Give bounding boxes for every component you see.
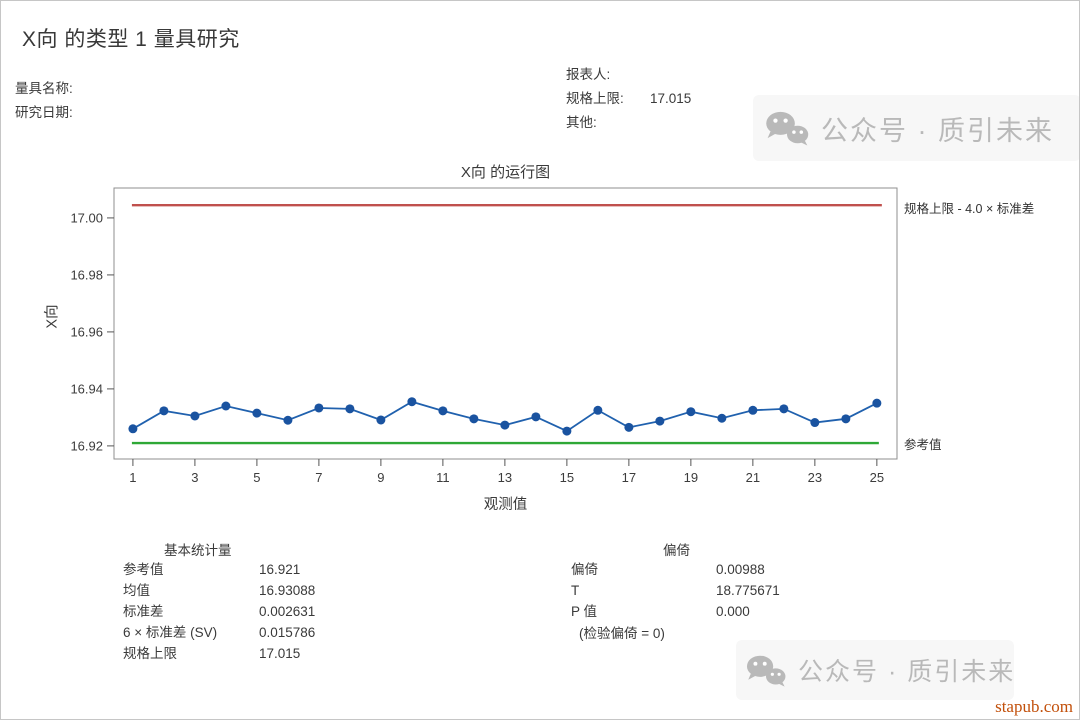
plot-frame xyxy=(113,187,898,460)
stats-row: P 值 0.000 xyxy=(571,601,780,622)
data-point xyxy=(686,407,696,417)
chart-title: X向 的运行图 xyxy=(460,164,551,181)
data-point xyxy=(376,415,386,425)
basic-stats-title: 基本统计量 xyxy=(164,543,232,558)
data-point xyxy=(500,420,510,430)
basic-stats-table: 参考值 16.921 均值 16.93088 标准差 0.002631 6 × 标准差 (S… xyxy=(123,559,315,664)
stat-value: 0.000 xyxy=(716,604,750,619)
x-tick-label: 5 xyxy=(253,470,260,485)
y-tick-label: 17.00 xyxy=(70,210,103,225)
stat-value: 17.015 xyxy=(259,646,301,661)
wechat-icon xyxy=(746,655,786,687)
x-tick-label: 17 xyxy=(622,470,636,485)
stats-row: 6 × 标准差 (SV) 0.015786 xyxy=(123,622,315,643)
stats-row: 规格上限 17.015 xyxy=(123,643,315,664)
data-point xyxy=(252,408,262,418)
x-tick-label: 21 xyxy=(746,470,760,485)
stat-value: 0.015786 xyxy=(259,625,316,640)
data-point xyxy=(314,403,324,413)
bias-test-note: (检验偏倚 = 0) xyxy=(579,626,665,641)
data-point xyxy=(438,406,448,416)
stats-row: T 18.775671 xyxy=(571,580,780,601)
bias-stats-title: 偏倚 xyxy=(663,543,690,558)
stat-value: 16.921 xyxy=(259,562,301,577)
data-point xyxy=(841,414,851,424)
usl-value: 17.015 xyxy=(650,91,692,106)
data-point xyxy=(748,405,758,415)
data-point xyxy=(624,422,634,432)
stat-value: 18.775671 xyxy=(716,583,780,598)
y-tick-label: 16.96 xyxy=(70,324,103,339)
other-label: 其他: xyxy=(566,115,597,130)
x-tick-label: 23 xyxy=(808,470,822,485)
watermark-text: 公众号 · 质引未来 xyxy=(821,115,1054,146)
stat-value: 0.002631 xyxy=(259,604,316,619)
data-point xyxy=(562,426,572,436)
x-tick-label: 1 xyxy=(129,470,136,485)
data-point xyxy=(531,412,541,422)
data-point xyxy=(810,418,820,428)
stats-row: 参考值 16.921 xyxy=(123,559,315,580)
data-point xyxy=(407,397,417,407)
data-point xyxy=(779,404,789,414)
data-point xyxy=(469,414,479,424)
data-point xyxy=(283,415,293,425)
watermark-top: 公众号 · 质引未来 xyxy=(753,95,1079,161)
stat-label: 标准差 xyxy=(123,604,164,619)
stat-label: 均值 xyxy=(123,583,150,598)
ref-line-annotation: 参考值 xyxy=(904,438,942,452)
wechat-icon xyxy=(766,111,809,146)
watermark-text: 公众号 · 质引未来 xyxy=(798,658,1016,686)
study-date-label: 研究日期: xyxy=(15,105,73,120)
x-axis-label: 观测值 xyxy=(483,497,528,513)
stat-label: T xyxy=(571,583,580,598)
stat-label: 6 × 标准差 (SV) xyxy=(123,625,218,640)
header-right: 报表人: 规格上限: 17.015 其他: xyxy=(566,63,691,135)
y-tick-label: 16.94 xyxy=(70,381,103,396)
stat-label: 偏倚 xyxy=(571,562,598,577)
x-tick-label: 7 xyxy=(315,470,322,485)
bias-stats-table: 偏倚 0.00988 T 18.775671 P 值 0.000 xyxy=(571,559,780,622)
page-title: X向 的类型 1 量具研究 xyxy=(22,28,240,51)
reporter-label: 报表人: xyxy=(566,67,611,82)
x-tick-label: 13 xyxy=(498,470,512,485)
x-tick-label: 25 xyxy=(870,470,884,485)
usl-label: 规格上限: xyxy=(566,91,624,106)
stats-row: 偏倚 0.00988 xyxy=(571,559,780,580)
gauge-name-label: 量具名称: xyxy=(15,81,73,96)
usl-line-annotation: 规格上限 - 4.0 × 标准差 xyxy=(904,202,1035,216)
header-left: 量具名称: 研究日期: xyxy=(15,77,97,125)
data-point xyxy=(593,405,603,415)
data-point xyxy=(345,404,355,414)
x-tick-label: 9 xyxy=(377,470,384,485)
stats-row: 标准差 0.002631 xyxy=(123,601,315,622)
data-point xyxy=(717,413,727,423)
data-point xyxy=(655,416,665,426)
data-point xyxy=(221,401,231,411)
stats-row: 均值 16.93088 xyxy=(123,580,315,601)
stat-value: 0.00988 xyxy=(716,562,765,577)
data-point xyxy=(159,406,169,416)
stat-value: 16.93088 xyxy=(259,583,316,598)
y-tick-label: 16.98 xyxy=(70,267,103,282)
x-tick-label: 19 xyxy=(684,470,698,485)
stat-label: P 值 xyxy=(571,604,598,619)
data-point xyxy=(190,411,200,421)
x-tick-label: 11 xyxy=(436,470,450,485)
x-tick-label: 3 xyxy=(191,470,198,485)
data-point xyxy=(128,424,138,434)
watermark-bottom: 公众号 · 质引未来 xyxy=(736,640,1014,700)
y-tick-label: 16.92 xyxy=(70,438,103,453)
stat-label: 规格上限 xyxy=(123,646,177,661)
x-tick-label: 15 xyxy=(560,470,574,485)
y-axis-label: X向 xyxy=(44,304,61,329)
site-watermark: stapub.com xyxy=(995,697,1073,716)
stat-label: 参考值 xyxy=(123,562,164,577)
data-point xyxy=(872,398,882,408)
